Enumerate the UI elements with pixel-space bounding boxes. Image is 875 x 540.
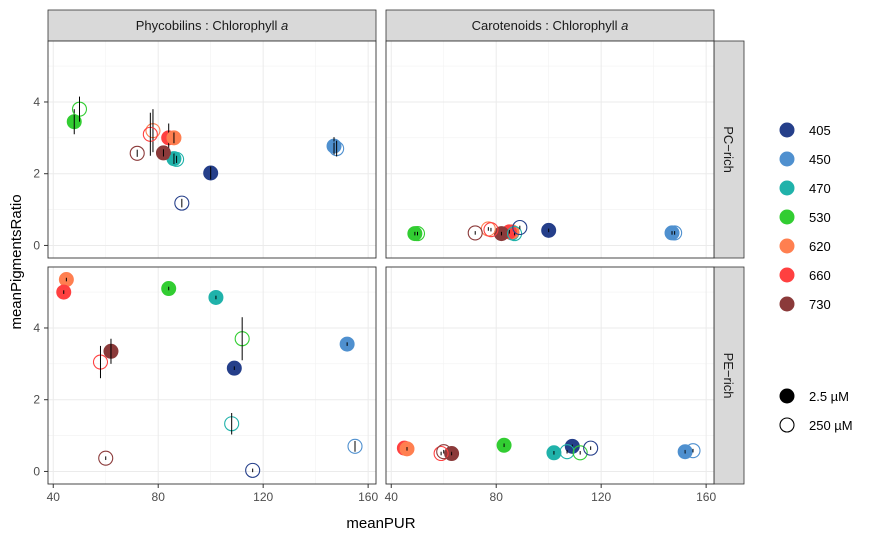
facet-col-1-label-italic: a — [281, 18, 288, 33]
facet-col-2-label-italic: a — [621, 18, 628, 33]
panel-border — [385, 266, 715, 485]
data-point-open — [347, 438, 363, 454]
y-tick-label: 4 — [33, 95, 40, 109]
facet-strip-row-1: PC−rich — [713, 40, 745, 259]
x-tick-label: 80 — [152, 490, 166, 504]
legend-label-shape: 2.5 µM — [809, 389, 849, 404]
legend-key-colour — [779, 151, 795, 167]
data-point-open — [409, 226, 426, 242]
legend-label-colour: 730 — [809, 297, 831, 312]
legend-key-colour — [779, 296, 795, 312]
data-point-open — [559, 444, 575, 460]
panel-points — [396, 437, 701, 462]
x-tick-label: 120 — [591, 490, 611, 504]
data-point-open — [98, 450, 114, 466]
facet-col-2-label: Carotenoids : Chlorophyll — [472, 18, 622, 33]
data-point-open — [572, 445, 588, 461]
data-point-open — [436, 444, 452, 460]
svg-text:Carotenoids : Chlorophyll a: Carotenoids : Chlorophyll a — [472, 18, 629, 33]
legend-key-shape — [779, 388, 795, 404]
panel-points — [407, 219, 683, 242]
x-tick-label: 160 — [358, 490, 378, 504]
data-point-open — [685, 443, 701, 459]
data-point-open — [583, 440, 599, 456]
panel-border — [385, 40, 715, 259]
legend-key-colour — [779, 267, 795, 283]
data-point-open — [467, 225, 483, 241]
facet-col-1-label: Phycobilins : Chlorophyll — [136, 18, 281, 33]
y-tick-label: 0 — [33, 238, 40, 252]
legend: 405 450 470 530 620 660 730 2.5 µM 250 µM — [779, 122, 853, 433]
panel-border — [47, 266, 377, 485]
y-axis-title: meanPigmentsRatio — [8, 194, 25, 329]
legend-label-shape: 250 µM — [809, 418, 853, 433]
x-axis-title: meanPUR — [346, 515, 415, 532]
legend-label-colour: 530 — [809, 210, 831, 225]
y-tick-label: 2 — [33, 393, 40, 407]
legend-label-colour: 470 — [809, 181, 831, 196]
panel-points — [66, 96, 345, 211]
legend-key-colour — [779, 209, 795, 225]
panel-border — [47, 40, 377, 259]
x-tick-label: 80 — [490, 490, 504, 504]
y-tick-label: 4 — [33, 321, 40, 335]
panels — [47, 40, 715, 485]
panel-background — [48, 41, 376, 258]
legend-label-colour: 405 — [809, 123, 831, 138]
panel-grid — [386, 41, 714, 258]
legend-label-colour: 450 — [809, 152, 831, 167]
svg-text:Phycobilins : Chlorophyll a: Phycobilins : Chlorophyll a — [136, 18, 288, 33]
legend-label-colour: 660 — [809, 268, 831, 283]
legend-key-shape — [779, 417, 795, 433]
y-tick-label: 2 — [33, 167, 40, 181]
data-point-open — [245, 462, 261, 478]
data-point-open — [129, 145, 145, 161]
data-point-open — [174, 195, 190, 211]
legend-label-colour: 620 — [809, 239, 831, 254]
facet-strip-row-2: PE−rich — [713, 266, 745, 485]
legend-key-colour — [779, 180, 795, 196]
legend-key-colour — [779, 122, 795, 138]
facet-row-1-label: PC−rich — [721, 126, 736, 173]
x-tick-label: 120 — [253, 490, 273, 504]
legend-key-colour — [779, 238, 795, 254]
panel-background — [386, 41, 714, 258]
data-point-open — [169, 151, 185, 167]
panel-grid — [48, 41, 376, 258]
panel-points — [56, 272, 363, 478]
x-tick-label: 40 — [47, 490, 61, 504]
x-tick-label: 40 — [385, 490, 399, 504]
facet-row-2-label: PE−rich — [721, 353, 736, 399]
data-point-open — [433, 445, 449, 462]
data-point-open — [667, 225, 683, 241]
data-point-open — [507, 226, 523, 242]
data-point-open — [483, 222, 499, 238]
data-point-open — [512, 219, 528, 236]
y-tick-label: 0 — [33, 464, 40, 478]
facet-strip-col-1: Phycobilins : Chlorophyll a — [47, 9, 377, 42]
x-tick-label: 160 — [696, 490, 716, 504]
facet-strip-col-2: Carotenoids : Chlorophyll a — [385, 9, 715, 42]
